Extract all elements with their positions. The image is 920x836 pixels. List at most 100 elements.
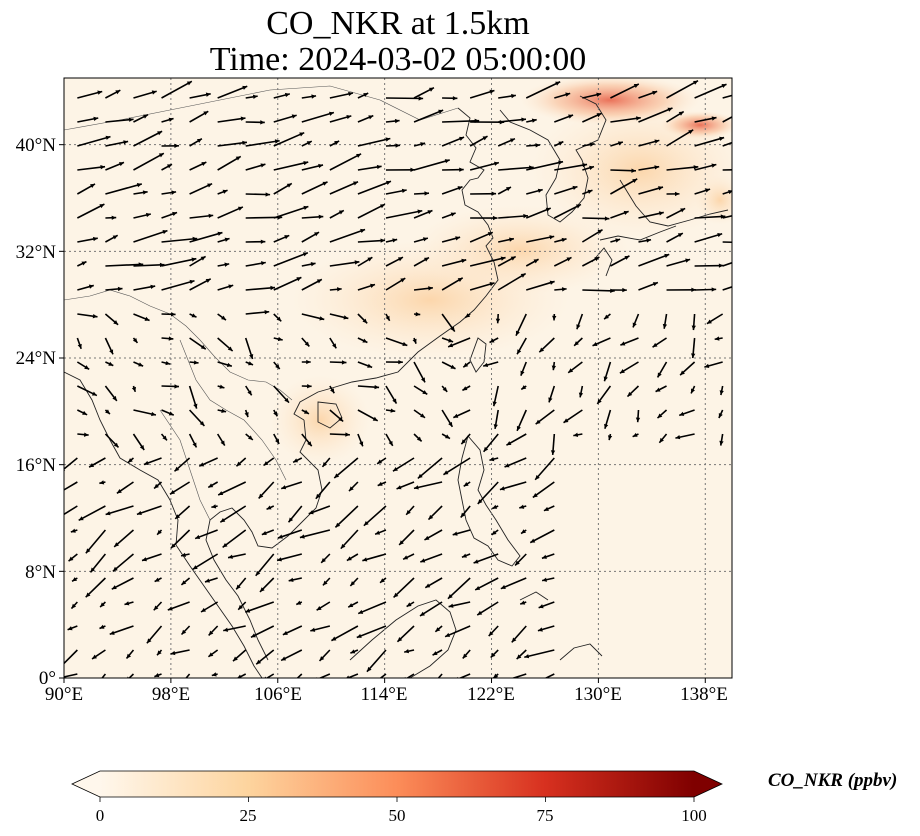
wind-arrowhead [531,118,537,123]
wind-arrow [85,577,106,598]
wind-arrowhead [412,338,417,344]
wind-arrowhead [462,653,468,659]
wind-arrowhead [524,654,530,659]
wind-arrow [526,235,555,243]
wind-arrowhead [607,435,613,441]
wind-arrowhead [511,637,517,643]
wind-arrowhead [91,391,97,396]
wind-arrow [301,111,335,123]
wind-arrowhead [461,258,467,264]
wind-arrow [161,279,195,291]
wind-arrowhead [624,255,630,260]
wind-arrowhead [551,365,557,371]
wind-arrowhead [385,137,391,142]
wind-arrow [582,217,610,220]
wind-arrowhead [420,413,426,418]
wind-arrowhead [533,259,539,264]
wind-arrowhead [463,482,469,487]
wind-arrowhead [84,365,90,370]
wind-arrowhead [252,94,258,99]
wind-arrowhead [359,441,364,447]
wind-arrowhead [475,585,481,590]
wind-arrowhead [281,485,287,490]
wind-arrow [245,139,280,147]
wind-arrow [722,169,732,171]
wind-arrowhead [299,534,305,539]
wind-arrowhead [515,330,520,336]
wind-arrow [437,673,443,678]
wind-arrowhead [633,84,639,88]
wind-arrowhead [390,408,396,413]
wind-arrowhead [368,115,374,120]
wind-arrowhead [438,109,444,114]
wind-arrowhead [72,577,78,582]
wind-arrowhead [181,580,187,585]
wind-arrowhead [99,204,105,209]
wind-arrowhead [303,409,309,414]
wind-arrowhead [604,423,609,429]
wind-arrow [217,206,244,219]
wind-arrow [329,228,366,243]
wind-arrowhead [691,325,696,331]
wind-arrowhead [143,460,149,466]
wind-arrowhead [127,458,133,463]
wind-arrowhead [688,129,694,135]
wind-arrowhead [232,656,238,662]
wind-arrowhead [376,164,382,170]
wind-arrow [133,263,165,267]
wind-arrow [443,457,471,476]
wind-arrowhead [124,601,130,606]
wind-arrowhead [111,215,117,220]
wind-arrowhead [428,286,433,291]
wind-arrow [694,83,727,99]
wind-arrow [498,214,528,219]
wind-arrow [105,183,142,195]
wind-arrow [694,232,723,243]
wind-arrow [447,577,471,600]
wind-arrow [553,203,582,219]
wind-arrowhead [116,489,122,494]
map-subtitle-time: Time: 2024-03-02 05:00:00 [209,41,587,78]
wind-arrowhead [277,534,283,539]
wind-arrowhead [447,594,453,599]
wind-arrowhead [100,602,105,608]
wind-arrowhead [457,277,463,283]
wind-arrowhead [159,262,165,268]
wind-arrowhead [99,480,105,485]
wind-arrowhead [111,585,117,590]
wind-arrowhead [200,256,206,261]
wind-arrowhead [416,436,422,442]
wind-arrowhead [521,529,526,534]
wind-arrowhead [322,580,328,586]
wind-arrow [273,161,309,171]
wind-arrow [413,159,450,171]
wind-arrowhead [566,257,572,262]
wind-arrowhead [473,559,479,564]
wind-arrowhead [349,486,354,492]
wind-arrowhead [394,118,400,124]
wind-arrowhead [374,384,380,390]
wind-arrowhead [717,232,723,238]
wind-arrowhead [444,434,450,439]
wind-arrowhead [226,362,232,367]
wind-arrowhead [236,584,241,590]
wind-arrow [722,261,732,267]
wind-arrowhead [520,370,525,376]
wind-arrowhead [92,236,98,242]
wind-arrowhead [208,630,214,636]
wind-arrowhead [227,346,233,352]
wind-arrowhead [396,485,402,490]
wind-arrowhead [353,181,359,186]
wind-arrowhead [208,483,214,488]
wind-arrowhead [238,604,243,610]
wind-arrowhead [222,542,228,548]
wind-arrowhead [487,232,493,237]
wind-arrowhead [604,314,609,320]
colorbar-tick-25: 25 [239,806,257,825]
wind-arrow [217,481,247,496]
wind-arrowhead [70,528,76,533]
wind-arrowhead [620,341,626,346]
wind-arrowhead [274,139,280,144]
wind-arrowhead [423,257,429,262]
wind-arrowhead [199,421,205,426]
